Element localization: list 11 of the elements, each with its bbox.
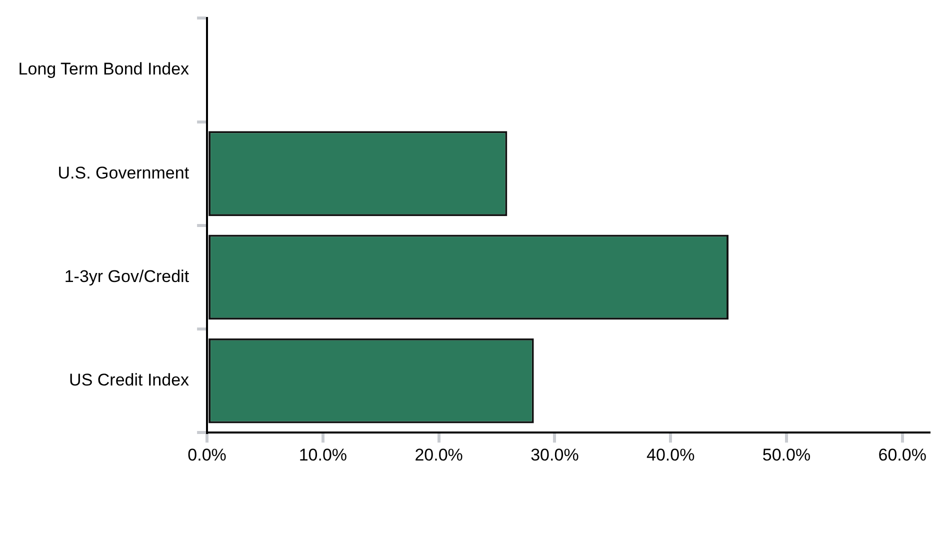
x-tick-label: 40.0%: [646, 445, 695, 464]
y-tick-label: 1-3yr Gov/Credit: [64, 266, 190, 286]
x-tick-label: 50.0%: [762, 445, 811, 464]
y-tick-label: US Credit Index: [69, 370, 190, 390]
y-tick-label: U.S. Government: [58, 163, 190, 182]
x-tick-label: 30.0%: [530, 445, 579, 464]
x-tick-label: 60.0%: [878, 445, 926, 464]
x-tick-label: 20.0%: [414, 445, 463, 464]
y-tick-label: Long Term Bond Index: [18, 60, 190, 79]
x-tick-label: 0.0%: [188, 445, 226, 464]
x-tick-label: 10.0%: [298, 445, 348, 464]
